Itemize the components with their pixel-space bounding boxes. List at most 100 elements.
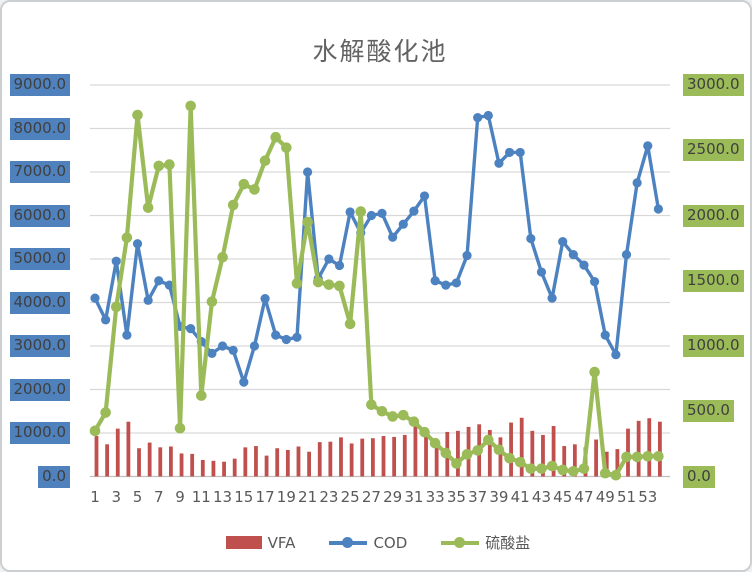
cod-line-marker [122, 330, 132, 340]
x-axis-tick-label: 11 [191, 488, 211, 506]
sulfate-line-marker [610, 469, 622, 481]
legend-item-sulfate: 硫酸盐 [441, 532, 530, 553]
legend-item-vfa: VFA [225, 534, 295, 552]
vfa-bar [360, 438, 365, 477]
cod-line-marker [568, 250, 578, 260]
cod-line-marker [621, 250, 632, 260]
cod-line-marker [207, 348, 217, 358]
sulfate-line-marker [536, 463, 547, 474]
left-axis-label: 5000.0 [9, 248, 70, 270]
right-axis-label: 0.0 [683, 465, 715, 488]
cod-line-marker [451, 278, 462, 288]
vfa-bar [137, 448, 141, 477]
right-axis-label: 2500.0 [683, 139, 744, 162]
sulfate-line-marker [164, 159, 175, 170]
vfa-bar [169, 446, 173, 477]
cod-line-marker [164, 280, 175, 290]
x-axis-tick-label: 47 [574, 488, 594, 506]
vfa-bar [530, 430, 535, 477]
sulfate-line-marker [483, 434, 494, 446]
sulfate-line-marker [312, 276, 324, 288]
cod-line-marker [409, 206, 419, 216]
sulfate-line-marker [185, 100, 196, 112]
cod-line-marker [334, 260, 345, 271]
vfa-bar [604, 451, 609, 477]
sulfate-line-marker [397, 409, 409, 421]
sulfate-line-marker [89, 425, 101, 437]
sulfate-swatch-icon [441, 536, 480, 549]
x-axis-tick-label: 37 [468, 488, 488, 506]
x-axis-tick-label: 39 [489, 488, 509, 506]
vfa-bar [115, 428, 120, 477]
cod-line-marker [504, 147, 515, 158]
sulfate-line-marker [514, 456, 526, 468]
x-axis-tick-label: 51 [616, 488, 637, 506]
vfa-swatch-icon [225, 536, 262, 549]
cod-line-marker [101, 315, 111, 325]
x-axis-tick-label: 33 [425, 488, 445, 506]
sulfate-line-marker [429, 437, 441, 449]
cod-line-marker [249, 341, 260, 351]
chart-title: 水解酸化池 [312, 37, 448, 66]
sulfate-line-marker [631, 451, 643, 463]
sulfate-line-marker [217, 251, 228, 263]
left-axis-label: 2000.0 [9, 378, 70, 401]
sulfate-line-marker [227, 199, 239, 211]
vfa-bar [147, 442, 152, 477]
sulfate-line-marker [281, 142, 292, 153]
cod-line-marker [462, 250, 472, 261]
cod-line-marker [547, 293, 557, 303]
vfa-bar [562, 446, 567, 477]
x-axis-tick-label: 31 [404, 488, 424, 506]
x-axis-tick-label: 3 [111, 488, 122, 506]
cod-line-marker [111, 256, 121, 266]
sulfate-line-marker [578, 463, 590, 474]
vfa-bar [349, 443, 354, 477]
right-axis-label: 500.0 [683, 400, 734, 423]
sulfate-line-marker [493, 444, 505, 456]
sulfate-line-marker [142, 202, 154, 213]
cod-line-marker [398, 219, 408, 229]
cod-line-marker [536, 267, 547, 277]
sulfate-line-marker [557, 464, 569, 476]
vfa-bar [275, 448, 280, 477]
vfa-bar [232, 458, 237, 477]
x-axis-tick-label: 13 [213, 488, 233, 506]
vfa-bar [94, 436, 99, 477]
sulfate-line-marker [589, 366, 600, 378]
sulfate-line-marker [504, 452, 515, 464]
cod-line-marker [324, 254, 334, 264]
x-axis-tick-label: 7 [153, 488, 164, 506]
left-axis-label: 9000.0 [9, 74, 70, 96]
cod-line-marker [590, 277, 600, 287]
cod-line-marker [239, 377, 249, 387]
sulfate-line-marker [132, 109, 143, 121]
vfa-bar [317, 442, 322, 477]
sulfate-line-marker [525, 463, 537, 474]
sulfate-line-marker [334, 280, 345, 292]
left-axis-label: 8000.0 [9, 117, 70, 140]
right-axis-label: 2000.0 [683, 204, 744, 227]
sulfate-line-marker [653, 450, 664, 462]
vfa-bar [456, 430, 460, 477]
sulfate-line-marker [546, 460, 558, 472]
cod-line-marker [515, 147, 525, 158]
cod-line-marker [441, 280, 451, 290]
x-axis-tick-label: 35 [446, 488, 466, 506]
sulfate-line-marker [100, 407, 111, 418]
vfa-bar [498, 437, 503, 477]
cod-line-marker [600, 330, 610, 340]
vfa-bar [509, 422, 513, 477]
sulfate-line-marker [174, 422, 186, 434]
vfa-bar [551, 426, 556, 477]
sulfate-line-marker [121, 232, 133, 243]
x-axis-tick-label: 1 [90, 488, 100, 506]
cod-line-marker [366, 210, 376, 221]
vfa-bar [413, 422, 418, 477]
sulfate-line-marker [376, 405, 388, 417]
cod-line-marker [260, 293, 270, 304]
vfa-bar [200, 459, 205, 477]
vfa-bar [105, 444, 110, 477]
sulfate-line-marker [291, 278, 303, 289]
